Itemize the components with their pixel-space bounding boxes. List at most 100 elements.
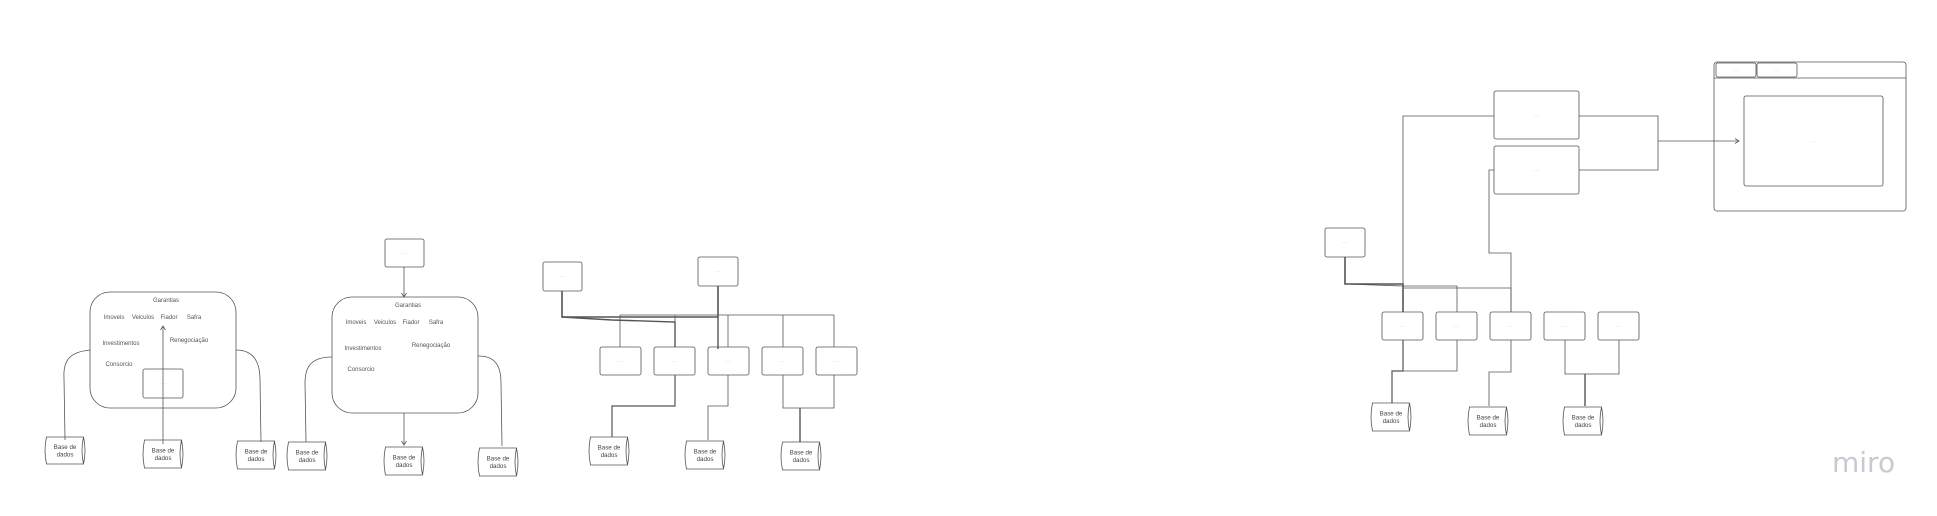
group2-top-box-frame xyxy=(384,238,425,268)
group4-second-rail xyxy=(1488,169,1512,312)
database-4-shape-edge xyxy=(323,441,326,471)
group4-left-rail xyxy=(1402,115,1494,312)
group3-child-5[interactable]: ········ xyxy=(815,346,858,376)
group3-child-1[interactable]: ········ xyxy=(599,346,642,376)
garantias-cluster-1-item-renegociacao: Renegociação xyxy=(170,338,209,344)
database-1-shape-edge xyxy=(81,436,84,465)
database-4-label-line1: Base de xyxy=(296,450,319,457)
group4-join-2 xyxy=(1488,340,1512,406)
group4-bus-a xyxy=(1344,283,1458,312)
screen-tab-2[interactable]: ········ xyxy=(1756,62,1798,78)
database-2-label-line2: dados xyxy=(155,455,172,462)
database-4-label-line2: dados xyxy=(299,457,316,464)
group3-child-2[interactable]: ········ xyxy=(653,346,696,376)
garantias-cluster-1-item-consorcio: Consorcio xyxy=(105,362,133,368)
garantias-cluster-2-item-consorcio: Consorcio xyxy=(347,367,375,373)
group3-child-3[interactable]: ········ xyxy=(707,346,750,376)
screen-frame xyxy=(1713,61,1907,212)
garantias-cluster-1-item-veiculos: Veiculos xyxy=(132,315,154,321)
group4-child-3-frame xyxy=(1489,311,1532,341)
group2-top-box[interactable]: ········ xyxy=(384,238,425,268)
garantias-cluster-2-title-garantias: Garantias xyxy=(395,303,421,309)
group3-child-2-label: ········ xyxy=(671,360,678,363)
database-11-label-line1: Base de xyxy=(1477,415,1500,422)
group4-top-box-2[interactable]: ········ xyxy=(1493,145,1580,195)
database-2-shape-edge xyxy=(179,439,182,469)
group3-child-4[interactable]: ········ xyxy=(761,346,804,376)
garantias-cluster-1-item-imoveis: Imoveis xyxy=(104,315,125,321)
group4-child-1-label: ········ xyxy=(1399,325,1406,328)
database-10-shape-edge xyxy=(1407,402,1410,432)
group3-bus-bold xyxy=(561,316,676,347)
screen-content-panel-frame xyxy=(1743,95,1884,187)
garantias-cluster-1-item-fiador: Fiador xyxy=(160,315,177,321)
database-11-label-line2: dados xyxy=(1480,422,1497,429)
group4-bus-b xyxy=(1403,287,1512,312)
database-10-label-line2: dados xyxy=(1383,418,1400,425)
screen-content-panel[interactable]: ········ xyxy=(1743,95,1884,187)
group4-child-3-label: ········ xyxy=(1507,325,1514,328)
group4-join-1b xyxy=(1403,340,1458,372)
database-8-shape-edge xyxy=(721,440,724,470)
screen-mockup xyxy=(1713,61,1907,212)
group4-child-4-label: ········ xyxy=(1561,325,1568,328)
group4-top-box-1-label: ········ xyxy=(1533,114,1540,117)
group4-child-3[interactable]: ········ xyxy=(1489,311,1532,341)
database-8-label-line1: Base de xyxy=(694,449,717,456)
group4-child-5-frame xyxy=(1597,311,1640,341)
database-12-label-line2: dados xyxy=(1575,422,1592,429)
database-1-label-line1: Base de xyxy=(54,444,77,451)
group3-child-4-frame xyxy=(761,346,804,376)
cluster2-right-curve xyxy=(477,355,503,447)
database-6-label-line1: Base de xyxy=(487,456,510,463)
garantias-cluster-2-item-imoveis: Imoveis xyxy=(346,320,367,326)
garantias-cluster-2 xyxy=(331,296,479,414)
group3-child-5-frame xyxy=(815,346,858,376)
database-5-shape-edge xyxy=(420,446,423,476)
group4-bold-link xyxy=(1344,257,1404,312)
group4-child-4-frame xyxy=(1543,311,1586,341)
group2-top-box-label: ········ xyxy=(401,252,408,255)
group4-child-2[interactable]: ········ xyxy=(1435,311,1478,341)
group3-left-box[interactable]: ········ xyxy=(542,261,583,292)
garantias-cluster-2-item-veiculos: Veiculos xyxy=(374,320,396,326)
group3-right-box[interactable]: ········ xyxy=(697,256,739,287)
group3-child-1-frame xyxy=(599,346,642,376)
database-7-label-line2: dados xyxy=(601,452,618,459)
group4-child-5[interactable]: ········ xyxy=(1597,311,1640,341)
group4-top-box-1[interactable]: ········ xyxy=(1493,90,1580,140)
database-8-label-line2: dados xyxy=(697,456,714,463)
group3-child-3-label: ········ xyxy=(725,360,732,363)
group4-child-2-frame xyxy=(1435,311,1478,341)
arrowhead-down xyxy=(401,440,407,446)
group3-left-box-label: ········ xyxy=(559,276,566,279)
arrowhead-right xyxy=(1734,138,1740,144)
group4-top-box-2-label: ········ xyxy=(1533,169,1540,172)
group4-left-box[interactable]: ········ xyxy=(1324,227,1366,258)
group3-child-3-frame xyxy=(707,346,750,376)
database-11-shape-edge xyxy=(1504,406,1507,436)
group4-left-box-label: ········ xyxy=(1342,242,1349,245)
group3-child-4-label: ········ xyxy=(779,360,786,363)
group4-child-4[interactable]: ········ xyxy=(1543,311,1586,341)
group3-child-1-label: ········ xyxy=(617,360,624,363)
arrowhead-up xyxy=(160,325,166,331)
screen-tab-1[interactable]: ········ xyxy=(1715,62,1757,78)
group4-child-1[interactable]: ········ xyxy=(1381,311,1424,341)
group3-join-1 xyxy=(611,375,676,437)
cluster1-right-curve xyxy=(235,349,262,443)
